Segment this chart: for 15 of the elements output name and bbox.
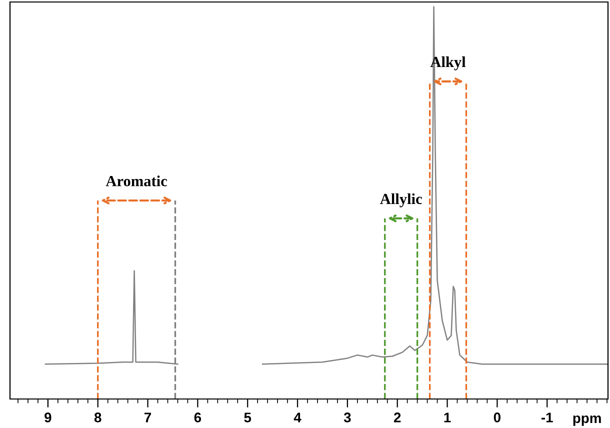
x-tick-label: -1	[541, 412, 553, 422]
x-tick-label: 2	[394, 412, 401, 422]
annotation: Alkyl	[430, 56, 466, 70]
x-tick-label: 3	[344, 412, 351, 422]
x-tick-label: 6	[194, 412, 202, 422]
x-tick-label: 7	[144, 412, 152, 422]
annotation: Aromatic	[106, 176, 167, 186]
x-tick-label: 8	[94, 412, 102, 422]
x-tick-label: 9	[44, 412, 52, 422]
x-tick-label: 5	[244, 412, 252, 422]
annotation: Allylic	[380, 193, 422, 208]
x-tick-label: 1	[444, 412, 451, 422]
x-tick-label: 4	[294, 412, 302, 422]
x-tick-label: 0	[494, 412, 500, 422]
x-axis-title: ppm	[573, 415, 601, 426]
